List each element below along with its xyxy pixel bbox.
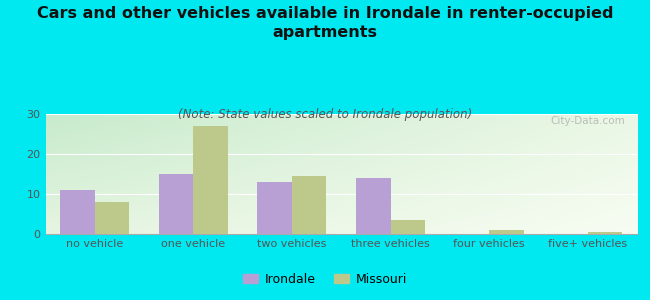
Bar xyxy=(588,232,622,234)
Bar xyxy=(489,230,524,234)
Bar xyxy=(159,174,194,234)
Legend: Irondale, Missouri: Irondale, Missouri xyxy=(238,268,412,291)
Bar xyxy=(60,190,95,234)
Text: Cars and other vehicles available in Irondale in renter-occupied
apartments: Cars and other vehicles available in Iro… xyxy=(37,6,613,40)
Bar xyxy=(95,202,129,234)
Bar xyxy=(391,220,425,234)
Bar xyxy=(292,176,326,234)
Bar xyxy=(356,178,391,234)
Text: City-Data.com: City-Data.com xyxy=(551,116,625,126)
Bar xyxy=(257,182,292,234)
Text: (Note: State values scaled to Irondale population): (Note: State values scaled to Irondale p… xyxy=(178,108,472,121)
Bar xyxy=(194,126,228,234)
